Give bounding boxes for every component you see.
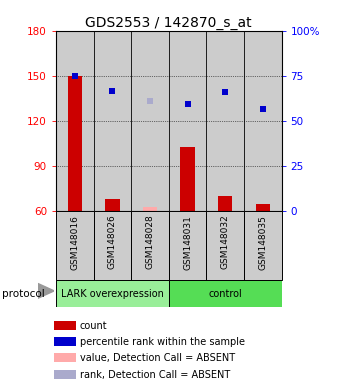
Bar	[169, 211, 206, 280]
Bar	[93, 211, 131, 280]
Text: GSM148035: GSM148035	[258, 215, 267, 270]
Bar	[131, 211, 169, 280]
Bar	[56, 280, 169, 307]
Text: GSM148028: GSM148028	[145, 215, 155, 270]
Bar	[56, 211, 93, 280]
Title: GDS2553 / 142870_s_at: GDS2553 / 142870_s_at	[86, 16, 252, 30]
Bar	[68, 76, 82, 211]
Bar	[244, 31, 282, 211]
Bar	[256, 204, 270, 211]
Bar	[218, 196, 232, 211]
Text: LARK overexpression: LARK overexpression	[61, 289, 164, 299]
Bar	[105, 199, 119, 211]
Bar	[55, 370, 76, 379]
Text: count: count	[80, 321, 108, 331]
Bar	[169, 280, 282, 307]
Bar	[55, 321, 76, 330]
Bar	[131, 31, 169, 211]
Bar	[206, 31, 244, 211]
Bar	[143, 207, 157, 211]
Bar	[55, 337, 76, 346]
Bar	[206, 211, 244, 280]
Text: control: control	[208, 289, 242, 299]
Text: GSM148031: GSM148031	[183, 215, 192, 270]
Bar	[55, 353, 76, 362]
Text: GSM148032: GSM148032	[221, 215, 230, 270]
Polygon shape	[38, 283, 54, 298]
Text: rank, Detection Call = ABSENT: rank, Detection Call = ABSENT	[80, 369, 230, 379]
Text: GSM148026: GSM148026	[108, 215, 117, 270]
Bar	[169, 31, 206, 211]
Text: protocol: protocol	[2, 289, 44, 299]
Bar	[244, 211, 282, 280]
Text: value, Detection Call = ABSENT: value, Detection Call = ABSENT	[80, 353, 235, 363]
Text: percentile rank within the sample: percentile rank within the sample	[80, 337, 245, 347]
Text: GSM148016: GSM148016	[70, 215, 79, 270]
Bar	[93, 31, 131, 211]
Bar	[180, 147, 195, 211]
Bar	[56, 31, 93, 211]
